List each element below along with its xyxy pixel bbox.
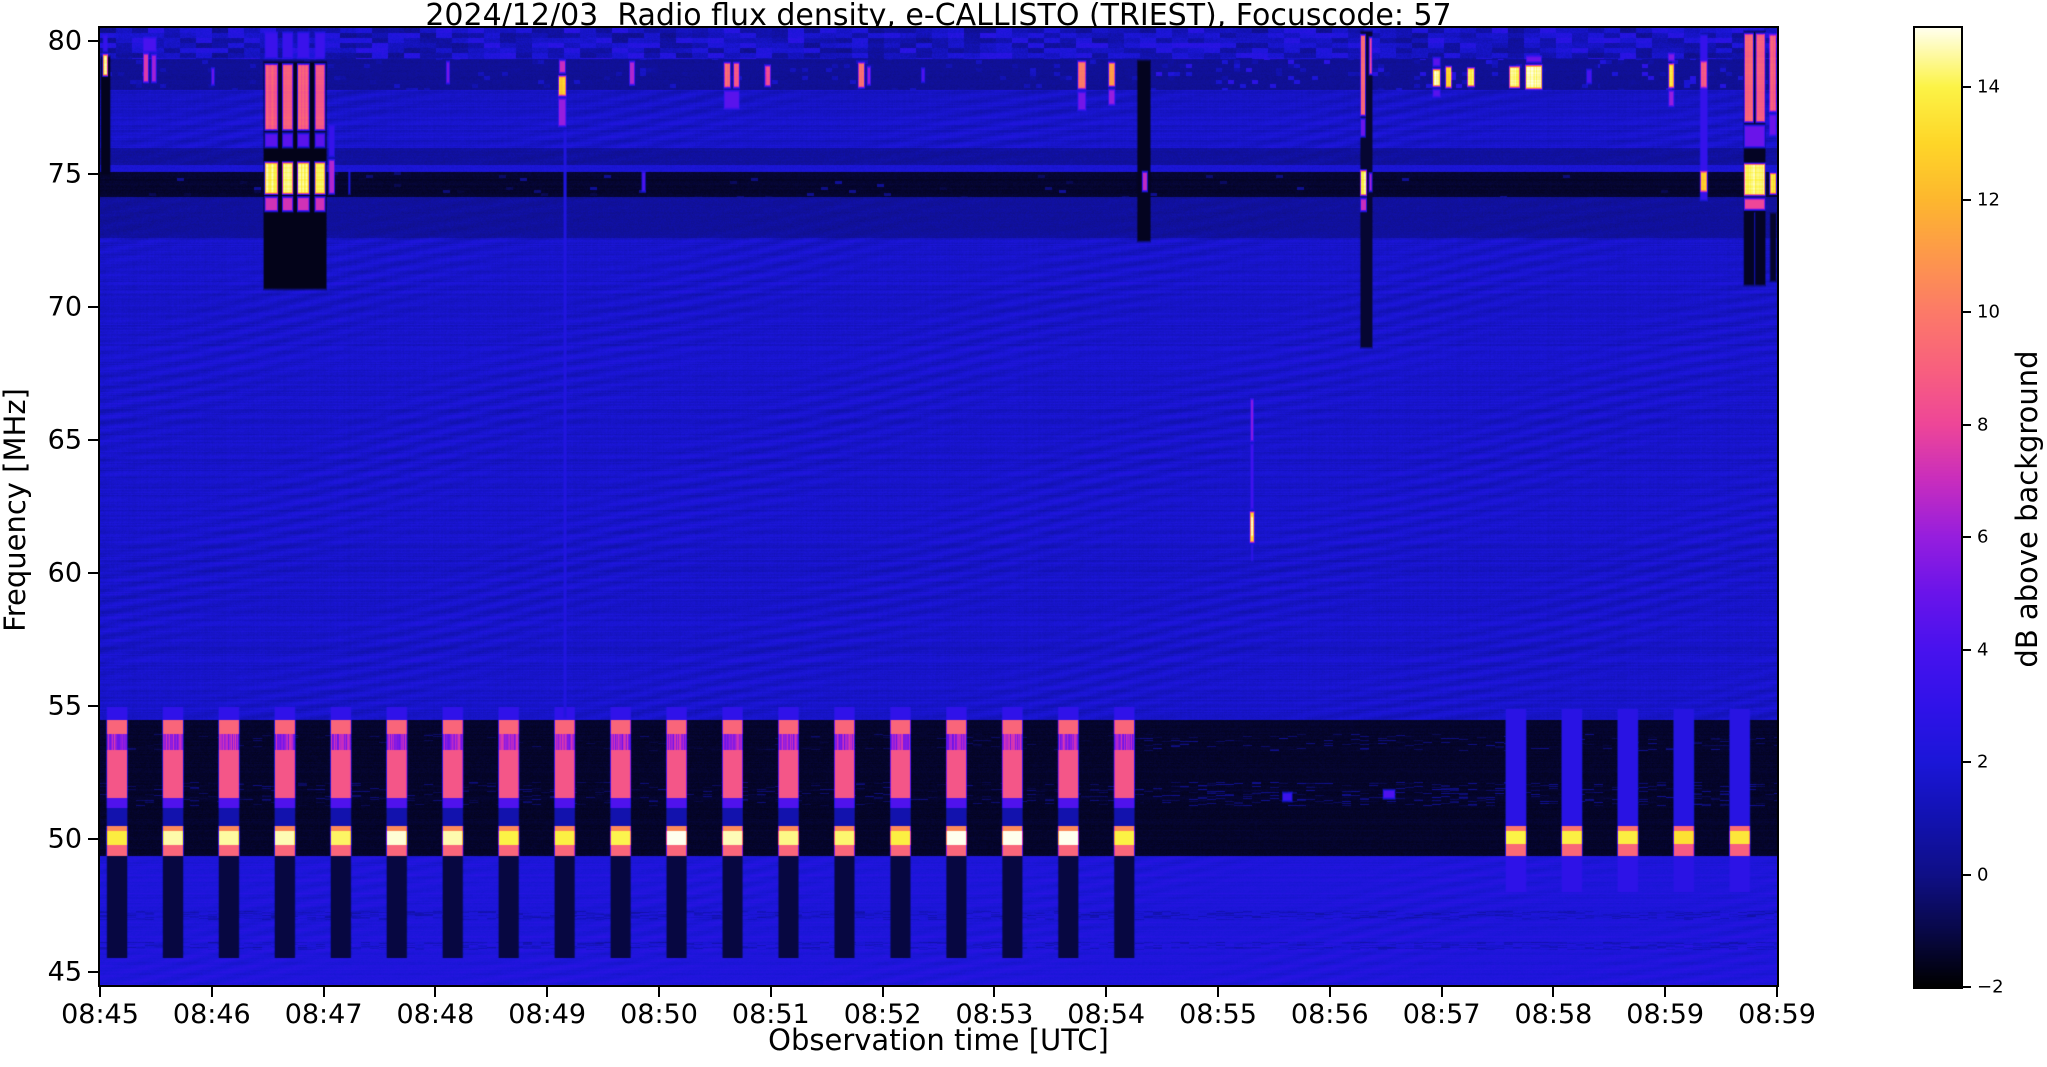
x-tick-mark [769,987,772,997]
colorbar-tick-mark [1963,86,1971,89]
colorbar-tick-mark [1963,986,1971,988]
colorbar-frame [1913,26,1963,989]
y-tick-label: 55 [47,690,82,722]
y-axis-label: Frequency [MHz] [0,388,32,632]
x-tick-label: 08:57 [1402,999,1481,1030]
colorbar-tick-mark [1963,423,1971,426]
y-tick-mark [88,40,98,43]
x-tick-mark [1105,987,1108,997]
plot-area-frame [98,26,1779,987]
x-tick-mark [99,987,101,997]
colorbar-tick-label: −2 [1977,976,2004,998]
colorbar-gradient [1915,28,1961,987]
x-tick-label: 08:45 [61,999,139,1030]
x-tick-label: 08:47 [284,999,363,1030]
x-tick-label: 08:48 [396,999,475,1030]
y-tick-label: 80 [47,25,82,57]
y-tick-mark [88,837,98,840]
y-tick-mark [88,173,98,176]
colorbar-tick-label: 12 [1977,189,2000,211]
colorbar-tick-label: 10 [1977,301,2000,323]
x-tick-mark [1328,987,1331,997]
x-tick-label: 08:49 [508,999,587,1030]
x-tick-label: 08:50 [620,999,698,1030]
y-tick-mark [88,704,98,707]
colorbar-tick-label: 8 [1977,414,1989,436]
x-tick-mark [1552,987,1555,997]
colorbar-tick-mark [1963,648,1971,651]
y-tick-mark [88,970,98,973]
x-axis-label: Observation time [UTC] [768,1023,1109,1057]
x-tick-mark [210,987,213,997]
spectrogram-heatmap [100,28,1777,985]
x-tick-label: 08:56 [1290,999,1369,1030]
x-tick-label: 08:52 [843,999,922,1030]
x-tick-label: 08:53 [955,999,1034,1030]
y-tick-label: 65 [47,424,82,456]
colorbar-tick-label: 0 [1977,864,1989,885]
x-tick-label: 08:54 [1067,999,1146,1030]
x-tick-mark [881,987,884,997]
x-tick-label: 08:51 [731,999,810,1030]
x-tick-mark [322,987,325,997]
x-tick-label: 08:55 [1179,999,1257,1030]
colorbar-tick-mark [1963,198,1971,201]
y-tick-label: 60 [47,557,82,589]
colorbar-tick-mark [1963,311,1971,314]
colorbar-tick-mark [1963,536,1971,539]
x-tick-mark [546,987,549,997]
x-tick-mark [1217,987,1219,997]
y-tick-mark [88,306,98,309]
colorbar-label: dB above background [2010,350,2044,668]
x-tick-label: 08:46 [172,999,251,1030]
x-tick-mark [658,987,660,997]
colorbar-tick-label: 14 [1977,76,2000,98]
colorbar-tick-label: 2 [1977,751,1989,773]
x-tick-mark [1776,987,1778,997]
x-tick-label: 08:59 [1738,999,1816,1030]
y-tick-label: 50 [47,823,82,855]
colorbar-tick-mark [1963,761,1971,763]
colorbar-tick-mark [1963,873,1971,876]
x-tick-mark [1664,987,1667,997]
y-tick-mark [88,571,98,574]
x-tick-mark [1440,987,1443,997]
y-tick-label: 70 [47,291,82,323]
x-tick-label: 08:59 [1626,999,1705,1030]
y-tick-label: 45 [47,956,82,988]
colorbar-tick-label: 4 [1977,639,1989,661]
x-tick-label: 08:58 [1514,999,1593,1030]
y-tick-mark [88,439,98,442]
y-tick-label: 75 [47,158,82,190]
x-tick-mark [993,987,996,997]
x-tick-mark [434,987,437,997]
colorbar-tick-label: 6 [1977,526,1989,548]
chart-title: 2024/12/03 Radio flux density, e-CALLIST… [425,0,1452,33]
